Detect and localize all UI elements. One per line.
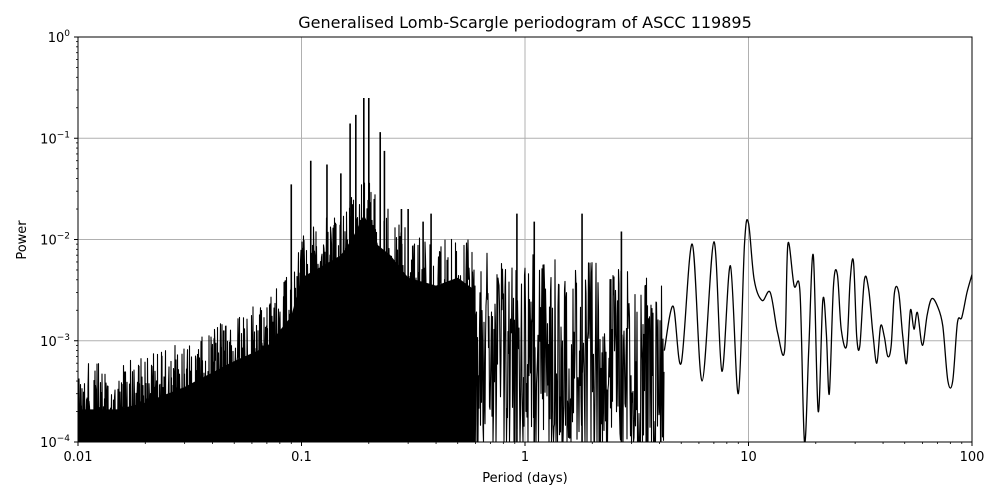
y-tick-label: 10−4 [40,434,70,451]
y-axis-label: Power [15,220,30,260]
x-tick-label: 0.1 [291,450,312,465]
x-tick-label: 10 [740,450,757,465]
y-axis-ticks: 10−4 10−3 10−2 10−1 100 [40,29,78,451]
chart-title: Generalised Lomb-Scargle periodogram of … [298,13,752,32]
x-tick-label: 1 [521,450,529,465]
grid-lines [78,37,972,442]
x-axis-label: Period (days) [482,471,568,486]
y-tick-label: 10−3 [40,333,70,350]
y-tick-label: 10−1 [40,130,70,147]
x-tick-label: 100 [960,450,985,465]
x-axis-ticks: 0.01 0.1 1 10 100 [64,442,985,465]
x-tick-label: 0.01 [64,450,93,465]
y-tick-label: 100 [48,29,71,46]
y-tick-label: 10−2 [40,232,70,249]
periodogram-line [78,97,972,442]
